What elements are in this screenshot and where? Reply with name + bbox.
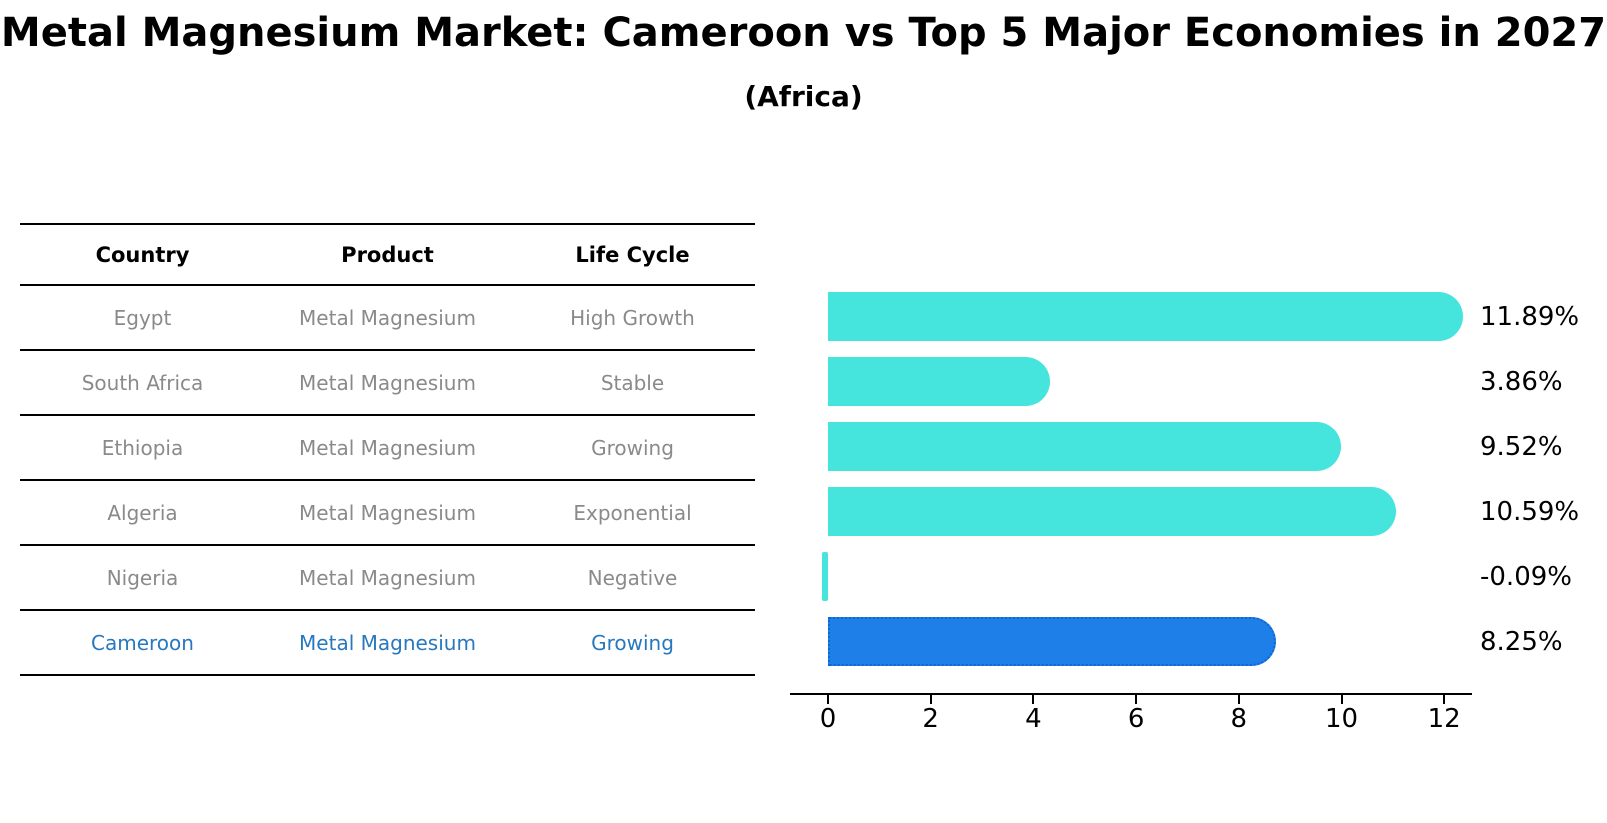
value-label-algeria: 10.59% <box>1480 496 1580 527</box>
x-axis-tick-label: 6 <box>1127 704 1145 734</box>
table-header-cell: Product <box>341 242 434 267</box>
table-cell-country: Algeria <box>107 500 178 525</box>
x-axis-tick-label: 10 <box>1324 704 1359 734</box>
x-axis-tick <box>929 695 932 704</box>
table-cell-product: Metal Magnesium <box>299 565 476 590</box>
table-cell-life-cycle: High Growth <box>570 305 695 330</box>
table-cell-country: South Africa <box>81 370 204 395</box>
x-axis-tick-label: 2 <box>922 704 939 734</box>
value-label-nigeria: -0.09% <box>1480 561 1572 592</box>
table-cell-product: Metal Magnesium <box>299 305 476 330</box>
value-label-ethiopia: 9.52% <box>1480 431 1563 462</box>
table-header-row: Country Product Life Cycle <box>20 225 755 286</box>
table-row-cameroon: Cameroon Metal Magnesium Growing <box>20 611 755 676</box>
x-axis-tick-label: 0 <box>819 704 837 734</box>
value-label-south-africa: 3.86% <box>1480 366 1563 397</box>
table-cell-country: Egypt <box>113 305 172 330</box>
table-row-south-africa: South Africa Metal Magnesium Stable <box>20 351 755 416</box>
x-axis-tick-label: 12 <box>1427 704 1461 734</box>
table-row-ethiopia: Ethiopia Metal Magnesium Growing <box>20 416 755 481</box>
x-axis-tick-label: 8 <box>1230 704 1248 734</box>
table-cell-product: Metal Magnesium <box>299 500 476 525</box>
bar-cameroon <box>828 617 1276 666</box>
bar-egypt <box>828 292 1463 341</box>
table-cell-country: Nigeria <box>106 565 179 590</box>
table-header-cell: Life Cycle <box>575 242 690 267</box>
bar-south-africa <box>828 357 1051 406</box>
chart-title: Metal Magnesium Market: Cameroon vs Top … <box>0 10 1607 56</box>
table-cell-product: Metal Magnesium <box>299 630 476 655</box>
x-axis-tick <box>1237 695 1240 704</box>
value-label-cameroon: 8.25% <box>1480 626 1563 657</box>
table-row-algeria: Algeria Metal Magnesium Exponential <box>20 481 755 546</box>
table-cell-life-cycle: Exponential <box>573 500 692 525</box>
bar-nigeria <box>822 552 828 601</box>
x-axis-tick-label: 4 <box>1025 704 1042 734</box>
table-cell-product: Metal Magnesium <box>299 370 476 395</box>
x-axis-tick <box>1443 695 1446 704</box>
table-row-egypt: Egypt Metal Magnesium High Growth <box>20 286 755 351</box>
x-axis-tick <box>1340 695 1343 704</box>
table-cell-country: Cameroon <box>91 630 194 655</box>
x-axis-line <box>790 693 1472 695</box>
table-cell-life-cycle: Growing <box>591 435 674 460</box>
value-label-egypt: 11.89% <box>1480 301 1580 332</box>
chart-subtitle: (Africa) <box>744 80 863 113</box>
bar-algeria <box>828 487 1396 536</box>
x-axis-tick <box>1032 695 1035 704</box>
table-cell-life-cycle: Negative <box>587 565 678 590</box>
table-cell-country: Ethiopia <box>101 435 184 460</box>
country-table: Country Product Life Cycle Egypt Metal Magne… <box>20 223 755 676</box>
x-axis-tick <box>827 695 829 704</box>
x-axis-tick <box>1135 695 1138 704</box>
bar-ethiopia <box>828 422 1341 471</box>
table-cell-product: Metal Magnesium <box>299 435 476 460</box>
table-header-cell: Country <box>95 242 190 267</box>
table-cell-life-cycle: Stable <box>600 370 665 395</box>
table-cell-life-cycle: Growing <box>591 630 674 655</box>
table-row-nigeria: Nigeria Metal Magnesium Negative <box>20 546 755 611</box>
